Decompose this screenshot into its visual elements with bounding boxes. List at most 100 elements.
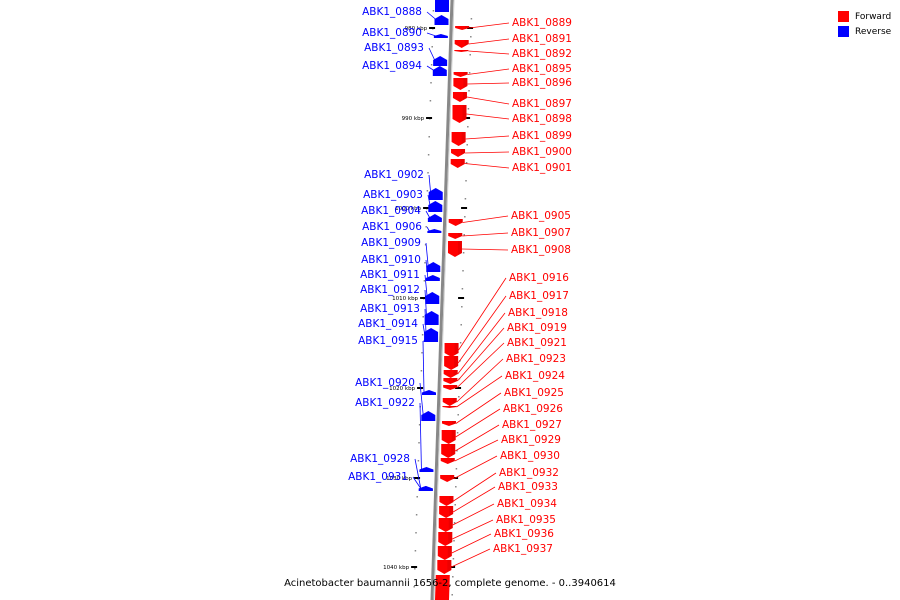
forward-gene-leader (467, 68, 510, 75)
forward-gene-arrow (444, 343, 459, 357)
track-dot (429, 100, 432, 102)
track-dot (425, 226, 427, 228)
reverse-gene-label: ABK1_0893 (364, 42, 424, 54)
forward-gene-label: ABK1_0926 (503, 403, 563, 415)
track-dot (468, 90, 470, 92)
reverse-gene-arrow (419, 467, 434, 472)
reverse-gene-leader (425, 210, 431, 219)
reverse-swatch (838, 26, 849, 37)
track-dot (468, 72, 471, 74)
forward-gene-arrow (439, 506, 454, 518)
forward-gene-shade (454, 356, 459, 368)
reverse-gene-arrow (421, 411, 436, 421)
track-dot (458, 396, 460, 398)
track-dot (420, 370, 423, 372)
track-dot (427, 154, 430, 156)
forward-gene-label: ABK1_0899 (512, 130, 572, 142)
reverse-gene-arrow (425, 292, 440, 304)
forward-gene-shade (458, 219, 463, 225)
forward-gene-shade (452, 406, 457, 408)
reverse-gene-leader (424, 274, 428, 299)
forward-gene-label: ABK1_0908 (511, 244, 571, 256)
forward-gene-shade (463, 78, 468, 88)
reverse-gene-label: ABK1_0888 (362, 6, 422, 18)
reverse-gene-arrow (432, 66, 447, 76)
track-dot (431, 46, 433, 48)
forward-gene-arrow (440, 458, 455, 464)
forward-gene-leader (469, 22, 510, 29)
reverse-gene-label: ABK1_0904 (361, 205, 421, 217)
forward-gene-arrow (452, 92, 467, 102)
forward-gene-arrow (438, 518, 453, 532)
reverse-gene-label: ABK1_0910 (361, 254, 421, 266)
forward-swatch (838, 11, 849, 22)
track-dot (453, 522, 456, 524)
forward-gene-leader (468, 50, 510, 55)
forward-gene-leader (464, 163, 510, 169)
forward-gene-label: ABK1_0898 (512, 113, 572, 125)
forward-gene-label: ABK1_0925 (504, 387, 564, 399)
forward-gene-label: ABK1_0936 (494, 528, 554, 540)
forward-gene-arrow (454, 50, 469, 52)
forward-gene-shade (447, 560, 452, 572)
reverse-gene-leader (422, 340, 425, 393)
forward-gene-leader (453, 472, 497, 502)
forward-gene-shade (448, 518, 453, 530)
forward-gene-arrow (443, 370, 458, 378)
forward-gene-label: ABK1_0924 (505, 370, 565, 382)
forward-gene-shade (462, 105, 467, 121)
reverse-gene-leader (425, 259, 429, 279)
reverse-gene-leader (424, 308, 427, 336)
legend-reverse-label: Reverse (855, 26, 892, 37)
track-dot (462, 252, 465, 254)
legend-forward: Forward (838, 9, 891, 24)
track-dot (417, 460, 420, 462)
track-dot (465, 180, 467, 182)
track-dot (414, 550, 417, 552)
forward-gene-arrow (443, 378, 458, 384)
track-dot (432, 10, 435, 12)
forward-gene-label: ABK1_0927 (502, 419, 562, 431)
forward-gene-shade (448, 532, 453, 544)
track-dot (430, 82, 432, 84)
genome-caption: Acinetobacter baumannii 1656-2, complete… (284, 578, 616, 589)
forward-gene-shade (449, 506, 454, 516)
forward-gene-leader (457, 327, 505, 382)
forward-gene-shade (461, 132, 466, 144)
reverse-gene-arrow (424, 328, 439, 342)
legend-forward-label: Forward (855, 11, 892, 22)
track-dot (422, 316, 424, 318)
forward-gene-shade (464, 40, 469, 46)
forward-gene-leader (458, 277, 507, 351)
forward-gene-arrow (448, 233, 463, 239)
forward-gene-label: ABK1_0929 (501, 434, 561, 446)
forward-gene-label: ABK1_0895 (512, 63, 572, 75)
track-dot (424, 262, 426, 264)
forward-gene-leader (466, 113, 510, 120)
forward-gene-leader (454, 424, 500, 452)
legend-reverse: Reverse (838, 24, 891, 39)
track-dot (466, 144, 468, 146)
track-dot (428, 136, 430, 138)
reverse-gene-leader (426, 226, 430, 232)
reverse-gene-label: ABK1_0911 (360, 269, 420, 281)
reverse-gene-leader (414, 458, 422, 489)
track-dot (418, 424, 421, 426)
track-dot (423, 280, 426, 282)
track-dot (464, 198, 467, 200)
forward-gene-label: ABK1_0897 (512, 98, 572, 110)
reverse-gene-leader (428, 47, 436, 62)
track-dot (416, 496, 418, 498)
track-dot (451, 594, 453, 596)
reverse-gene-leader (422, 323, 427, 341)
forward-gene-label: ABK1_0892 (512, 48, 572, 60)
track-dot (456, 432, 459, 434)
track-dot (470, 18, 473, 20)
tick-label: 1020 kbp (389, 386, 415, 392)
track-dot (421, 352, 423, 354)
forward-gene-leader (455, 392, 502, 424)
reverse-gene-label: ABK1_0915 (358, 335, 418, 347)
forward-gene-arrow (435, 575, 450, 600)
forward-gene-shade (457, 241, 462, 255)
